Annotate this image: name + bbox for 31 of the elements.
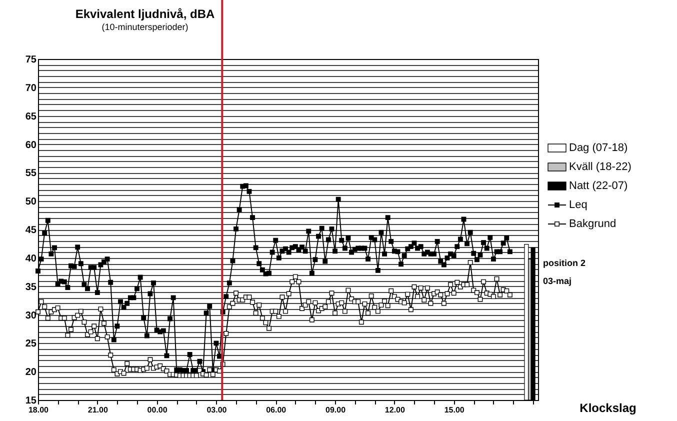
y-tick-label: 25 xyxy=(25,338,37,350)
legend-label: Kväll (18-22) xyxy=(569,161,632,173)
y-tick-label: 40 xyxy=(25,253,37,264)
chart-subtitle: (10-minutersperioder) xyxy=(102,22,188,32)
y-tick-label: 75 xyxy=(25,54,37,66)
y-tick-label: 35 xyxy=(25,282,37,293)
text: 03-maj xyxy=(543,276,572,286)
x-tick-label: 12.00 xyxy=(384,406,406,414)
x-tick-label: 06.00 xyxy=(266,406,287,414)
x-tick-label: 00.00 xyxy=(147,406,168,414)
chart-title: Ekvivalent ljudnivå, dBA xyxy=(75,7,216,21)
y-tick-label: 60 xyxy=(25,140,37,151)
y-tick-label: 20 xyxy=(25,367,37,378)
x-tick-label: 03.00 xyxy=(206,406,228,414)
x-tick-label: 09.00 xyxy=(326,406,346,414)
y-tick-label: 50 xyxy=(25,196,37,208)
legend-label: Dag (07-18) xyxy=(569,142,628,154)
legend-label: Natt (22-07) xyxy=(569,180,628,192)
y-tick-label: 15 xyxy=(25,396,37,406)
y-tick-label: 55 xyxy=(25,168,37,180)
x-tick-label: 21.00 xyxy=(88,406,108,414)
legend-label: Bakgrund xyxy=(569,218,616,230)
x-axis-title: Klockslag xyxy=(580,401,636,415)
y-tick-label: 65 xyxy=(25,111,37,122)
y-tick-label: 45 xyxy=(25,225,37,236)
y-tick-label: 30 xyxy=(25,310,37,322)
text: position 2 xyxy=(543,258,586,268)
y-tick-label: 70 xyxy=(25,82,37,94)
x-tick-label: 15.00 xyxy=(444,406,465,414)
x-tick-label: 18.00 xyxy=(28,406,50,414)
legend-label: Leq xyxy=(569,199,588,211)
